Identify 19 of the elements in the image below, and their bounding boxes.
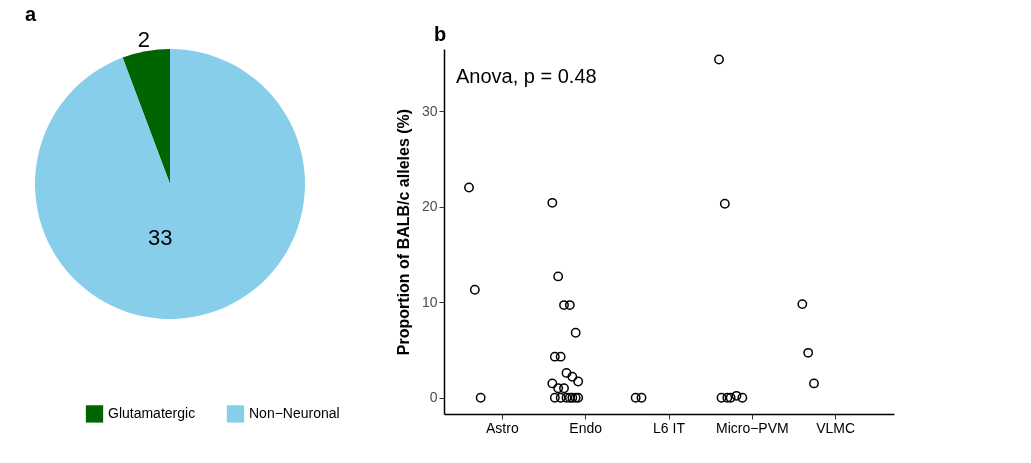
chart-title: a xyxy=(25,3,37,26)
legend-label: Non−Neuronal xyxy=(249,404,340,421)
annotation: Anova, p = 0.48 xyxy=(456,65,597,87)
pie-slice xyxy=(35,49,305,319)
x-tick-label: L6 IT xyxy=(653,419,686,436)
y-axis-title: Proportion of BALB/c alleles (%) xyxy=(394,108,412,356)
x-tick-label: Astro xyxy=(485,419,519,436)
pie-slice xyxy=(122,49,170,184)
x-tick-label: Endo xyxy=(569,419,603,436)
y-tick-label: 30 xyxy=(421,102,438,119)
x-tick-label: VLMC xyxy=(816,419,856,436)
legend-label: Glutamatergic xyxy=(108,404,196,421)
y-tick-label: 0 xyxy=(429,389,438,406)
y-tick-label: 10 xyxy=(421,293,438,310)
data-label: 2 xyxy=(137,27,151,53)
y-tick-label: 20 xyxy=(421,198,438,215)
x-tick-label: Micro−PVM xyxy=(715,419,789,436)
chart-title: b xyxy=(434,23,447,45)
data-label: 33 xyxy=(147,225,173,251)
